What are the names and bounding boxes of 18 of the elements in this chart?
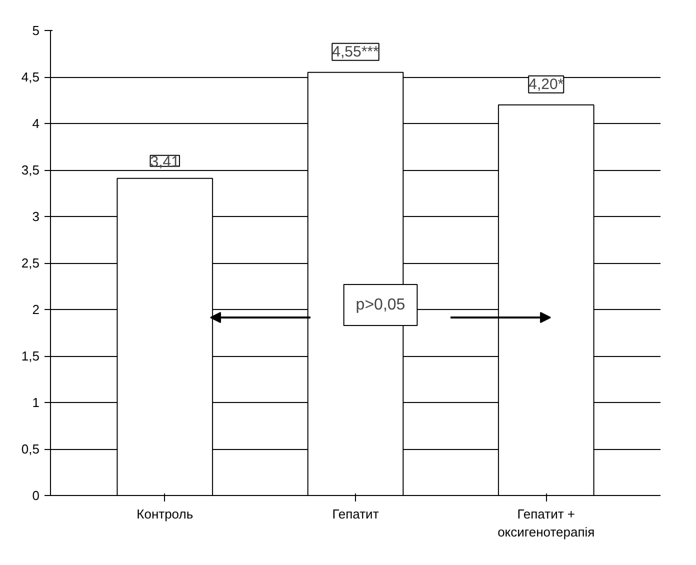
y-tick-label: 1 (32, 395, 40, 410)
y-tick-label: 3,5 (21, 162, 40, 178)
y-tick-label: 4,5 (21, 70, 40, 84)
y-tick-label: 5 (32, 23, 40, 38)
y-tick-label: 1,5 (21, 348, 40, 364)
x-tick-label: Контроль (136, 506, 194, 522)
data-label: 3,41 (150, 153, 180, 170)
y-tick-label: 2 (32, 302, 40, 317)
annotation: p>0,05 (356, 296, 406, 314)
y-tick-label: 2,5 (21, 256, 40, 270)
y-tick-label: 0,5 (21, 442, 40, 456)
y-tick-label: 4 (32, 116, 40, 131)
x-tick-label: Гепатит (332, 506, 379, 522)
data-label: 4,55*** (332, 43, 380, 60)
x-tick-label: Гепатит + оксигенотерапія (498, 506, 595, 540)
data-label: 4,20* (528, 76, 564, 93)
y-tick-label: 3 (32, 209, 40, 224)
y-tick-label: 0 (32, 488, 40, 503)
